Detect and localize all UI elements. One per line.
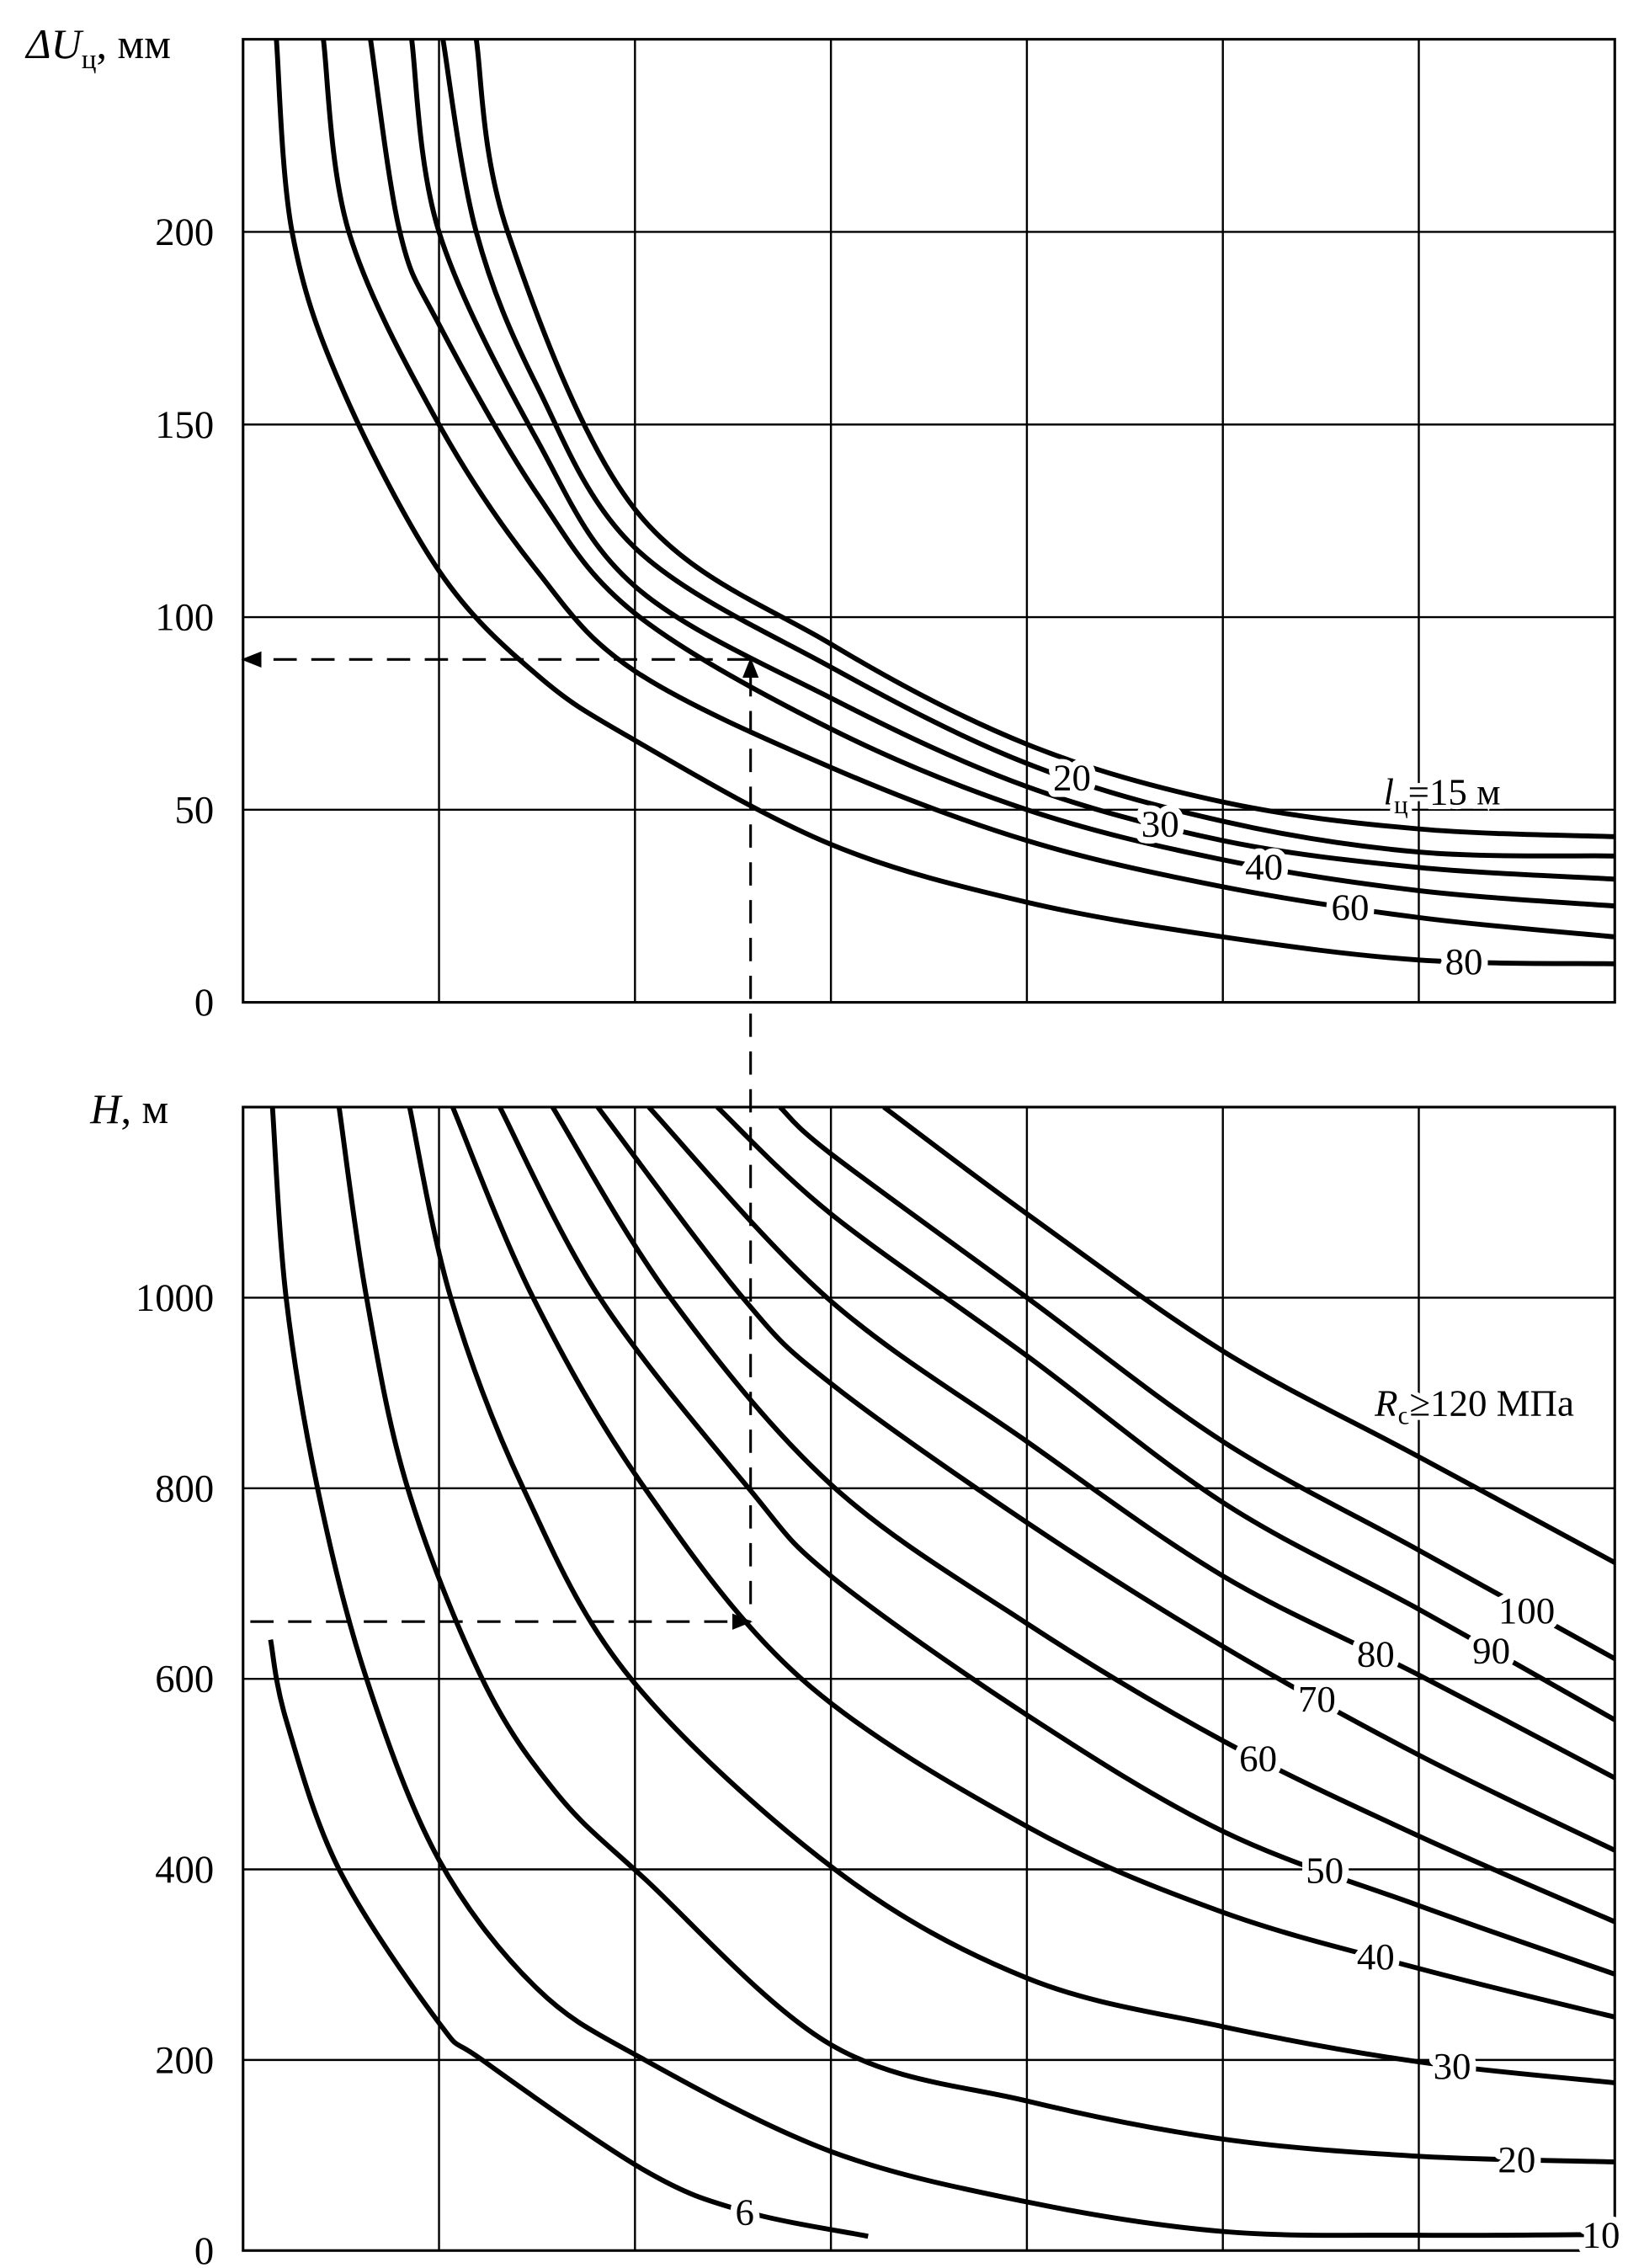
curve-label-30: 30 [1434,2045,1471,2087]
curve-label-50: 50 [1306,1850,1343,1892]
y-tick-label: 200 [155,210,214,254]
lower-y-symbol: H [89,1085,123,1132]
label-symbol: l [1384,771,1394,813]
label-symbol: R [1374,1382,1397,1424]
curve-20 [440,39,1615,859]
upper-y-subscript: ц [82,45,97,75]
curve-label-40: 40 [1245,846,1283,888]
reading-example-dashed-lines [241,651,759,1630]
y-tick-label: 100 [155,596,214,640]
lower-y-unit: , м [120,1085,168,1132]
curve-label-120: Rс≥120 МПа [1374,1382,1574,1429]
curve-labels: lц=15 м 20 30 40 60 80 [1046,749,1505,988]
curve-label-40: 40 [1357,1935,1395,1978]
curve-50 [497,1107,1615,1977]
label-subscript: с [1398,1401,1410,1430]
curve-80 [646,1107,1615,1781]
plot-frame [242,38,1616,1004]
curve-60 [550,1107,1615,1925]
curve-label-80: 80 [1445,940,1483,982]
upper-y-unit: , мм [96,20,170,67]
curve-70 [595,1107,1615,1853]
label-subscript: ц [1394,790,1408,819]
label-text: ≥120 МПа [1409,1382,1574,1424]
y-tick-label: 150 [155,403,214,447]
upper-plot: 0 50 100 150 200 lц=15 м 20 30 40 60 80 [155,38,1616,1025]
curve-120 [882,1107,1615,1565]
curve-6 [268,1639,869,2239]
curves [274,39,1615,966]
curve-20 [336,1107,1615,2164]
curve-90 [716,1107,1615,1722]
curve-label-15: lц=15 м [1384,771,1501,819]
curve-80 [274,39,1615,966]
curve-label-20: 20 [1498,2138,1535,2180]
grid [242,39,1615,1003]
y-tick-label: 200 [155,2038,214,2082]
label-text: =15 м [1408,771,1501,813]
curve-label-10: 10 [1583,2214,1620,2256]
y-tick-label: 0 [194,2229,214,2268]
lower-y-axis-title: H, м [89,1085,168,1132]
curves [268,1107,1615,2239]
curve-30 [409,39,1615,882]
y-tick-label: 1000 [136,1276,214,1320]
curve-100 [778,1107,1615,1661]
upper-y-axis-title: ΔUц, мм [24,20,171,75]
y-tick-label: 50 [175,788,215,832]
curve-30 [407,1107,1615,2085]
curve-label-100: 100 [1498,1589,1555,1632]
curve-label-6: 6 [735,2191,753,2233]
curve-label-70: 70 [1298,1678,1336,1720]
y-tick-label: 600 [155,1658,214,1701]
curve-label-30: 30 [1141,802,1179,844]
curve-40 [368,39,1615,909]
curve-40 [450,1107,1615,2020]
curve-60 [321,39,1615,940]
y-tick-label: 800 [155,1467,214,1510]
y-tick-label: 400 [155,1848,214,1892]
y-tick-label: 0 [194,981,214,1025]
plot-frame [242,1105,1616,2252]
curve-10 [269,1107,1615,2239]
curve-label-60: 60 [1239,1738,1277,1780]
curve-label-90: 90 [1472,1630,1510,1672]
upper-y-symbol: ΔU [24,20,83,67]
curve-label-20: 20 [1053,756,1091,798]
curve-label-80: 80 [1357,1632,1395,1674]
curve-15 [473,39,1615,839]
curve-label-60: 60 [1332,886,1370,929]
